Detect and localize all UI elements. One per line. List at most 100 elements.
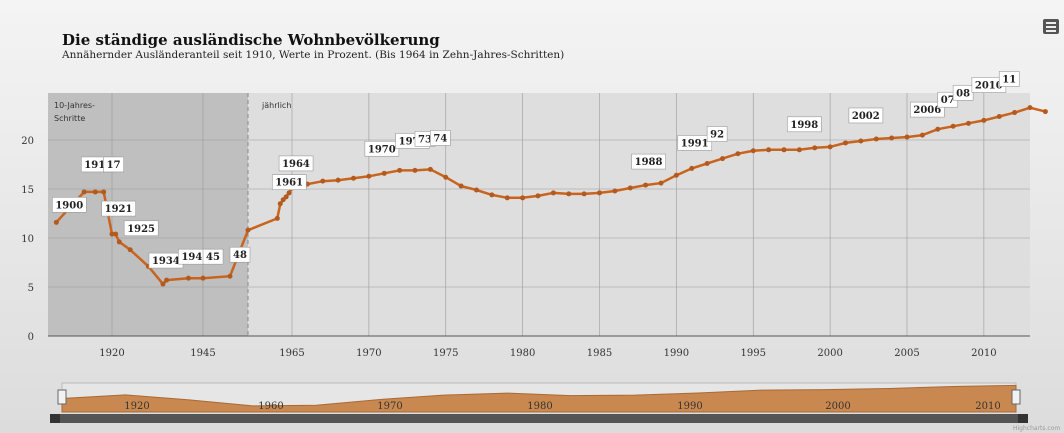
x-tick-label: 1975 [433, 348, 458, 359]
annotation-label: 1941 [181, 252, 209, 263]
data-point [427, 166, 433, 172]
data-point [735, 151, 741, 157]
x-tick-label: 2010 [971, 348, 996, 359]
chart-subtitle: Annähernder Ausländeranteil seit 1910, W… [62, 49, 565, 61]
y-tick-label: 20 [21, 136, 34, 147]
x-tick-label: 1990 [664, 348, 689, 359]
band-label-annual: jährlich [261, 101, 291, 110]
y-tick-label: 0 [28, 332, 34, 343]
data-point [200, 275, 206, 281]
data-point [858, 138, 864, 144]
x-tick-label: 1995 [741, 348, 766, 359]
data-point [919, 132, 925, 138]
navigator-label: 1960 [258, 401, 283, 412]
data-point [950, 123, 956, 129]
annotation-label: 1998 [790, 120, 818, 131]
navigator-label: 1980 [527, 401, 552, 412]
data-point [750, 148, 756, 154]
data-point [366, 173, 372, 179]
data-point [535, 193, 541, 199]
data-point [812, 145, 818, 151]
navigator-label: 1970 [377, 401, 402, 412]
annotation-flag [364, 140, 400, 157]
data-point [550, 190, 556, 196]
navigator-label: 2010 [975, 401, 1000, 412]
annotation-label: 1900 [55, 200, 83, 211]
x-tick-label: 1985 [587, 348, 612, 359]
data-point [351, 175, 356, 181]
navigator-label: 1990 [677, 401, 702, 412]
hamburger-menu-icon[interactable] [1043, 19, 1059, 34]
series-line [55, 106, 1046, 287]
annotation-label: 48 [233, 250, 247, 261]
annotation-flag [631, 153, 666, 170]
x-tick-label: 1920 [99, 348, 124, 359]
data-point [1042, 109, 1048, 115]
data-point [412, 167, 418, 173]
data-point [274, 215, 280, 221]
navigator-scrollbar[interactable] [50, 414, 1028, 423]
annotation-flag [202, 248, 224, 265]
annotation-label: 11 [1002, 74, 1016, 85]
annotation-label: 08 [956, 88, 970, 99]
data-point [643, 182, 649, 188]
annotation-label: 1934 [152, 256, 180, 267]
data-point [566, 191, 572, 197]
navigator-handle-right[interactable] [1011, 389, 1021, 405]
data-point [109, 231, 115, 237]
data-point [904, 134, 910, 140]
annotation-label: 1925 [127, 224, 155, 235]
data-point [92, 189, 98, 195]
data-point [1012, 110, 1018, 116]
annotation-label: 1921 [105, 204, 133, 215]
credits-text[interactable]: Highcharts.com [1013, 425, 1061, 432]
annotation-label: 2006 [913, 105, 941, 116]
navigator-series [61, 384, 1017, 413]
data-point [520, 195, 526, 201]
data-point [966, 120, 971, 126]
annotation-flag [229, 246, 251, 263]
data-point [996, 113, 1002, 119]
annotation-label: 1988 [635, 157, 663, 168]
navigator-label: 2000 [825, 401, 850, 412]
annotation-label: 2002 [852, 111, 880, 122]
data-point [335, 177, 341, 183]
annotation-flag [952, 84, 974, 101]
data-point [53, 219, 59, 225]
annotation-flag [278, 155, 314, 172]
annotation-label: 1972 [399, 136, 427, 147]
data-point [981, 117, 987, 123]
annotation-flag [848, 107, 884, 124]
data-point [720, 156, 725, 162]
data-point [704, 161, 710, 167]
annotation-label: 1914 [84, 160, 112, 171]
data-point [581, 191, 587, 197]
data-point [489, 192, 495, 198]
annotation-label: 92 [710, 130, 724, 141]
annotation-flag [123, 220, 159, 237]
scrollbar-left-arrow[interactable] [50, 414, 60, 423]
annotation-label: 1961 [275, 178, 303, 189]
data-point [597, 190, 602, 196]
navigator-label: 1920 [124, 401, 149, 412]
scrollbar-right-arrow[interactable] [1018, 414, 1028, 423]
data-point [627, 185, 633, 191]
data-point [81, 189, 87, 195]
data-point [827, 144, 833, 150]
data-point [381, 170, 387, 176]
annotation-flag [52, 197, 87, 213]
data-point [127, 247, 133, 253]
y-tick-label: 10 [21, 234, 34, 245]
annotation-label: 1964 [282, 159, 310, 170]
annotation-flag [430, 130, 451, 146]
chart-title: Die ständige ausländische Wohnbevölkerun… [62, 31, 440, 49]
data-point [277, 201, 283, 207]
annotation-flag [706, 126, 728, 142]
navigator-handle-left[interactable] [57, 389, 67, 405]
data-point [873, 136, 879, 142]
data-point [458, 183, 464, 189]
x-tick-label: 2000 [817, 348, 842, 359]
annotation-flag [998, 71, 1020, 87]
annotation-label: 17 [107, 160, 121, 171]
